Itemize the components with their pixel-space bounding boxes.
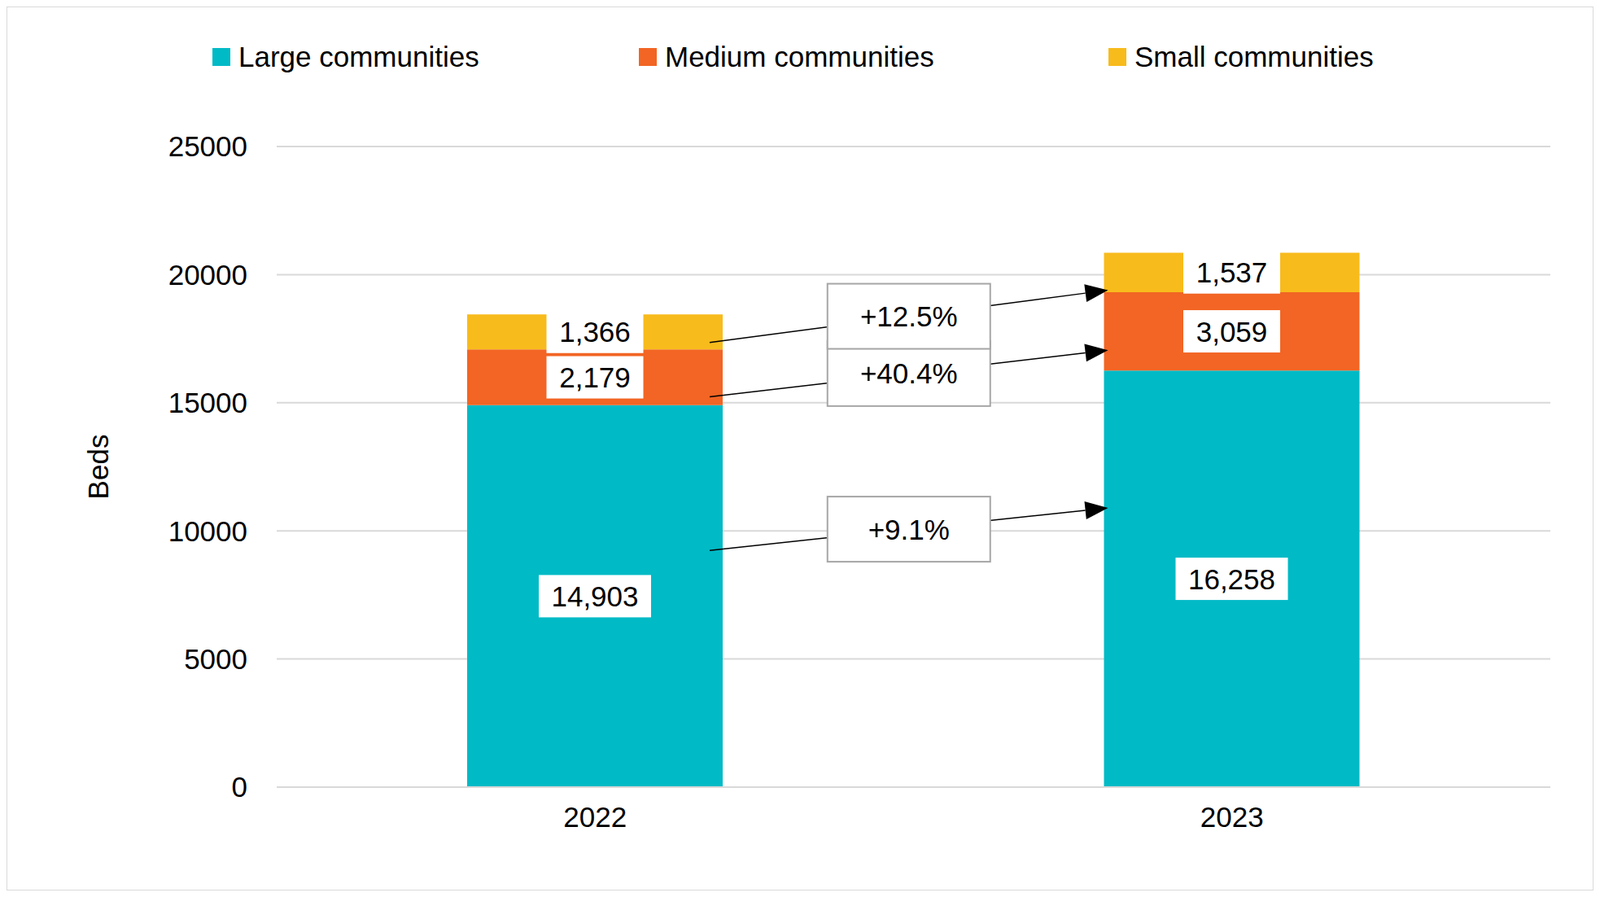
- svg-text:Beds: Beds: [82, 434, 114, 500]
- html-text:Medium communities: Medium communities: [664, 40, 935, 73]
- svg-text:5000: 5000: [183, 642, 248, 675]
- svg-text:2,179: 2,179: [559, 361, 631, 394]
- svg-text:3,059: 3,059: [1196, 315, 1268, 348]
- svg-text:+12.5%: +12.5%: [860, 300, 958, 333]
- svg-text:0: 0: [231, 770, 248, 803]
- svg-text:25000: 25000: [168, 130, 248, 162]
- svg-text:16,258: 16,258: [1188, 563, 1276, 595]
- svg-text:1,537: 1,537: [1196, 256, 1268, 289]
- svg-text:+9.1%: +9.1%: [868, 513, 950, 546]
- svg-text:1,366: 1,366: [559, 315, 631, 348]
- svg-text:+40.4%: +40.4%: [860, 357, 958, 390]
- svg-text:2022: 2022: [563, 800, 627, 833]
- html-text:Large communities: Large communities: [238, 40, 480, 73]
- svg-text:10000: 10000: [168, 515, 248, 547]
- svg-text:15000: 15000: [168, 386, 248, 419]
- svg-text:2023: 2023: [1200, 800, 1264, 833]
- svg-text:14,903: 14,903: [550, 580, 639, 613]
- html-text:Small communities: Small communities: [1134, 40, 1374, 73]
- svg-text:20000: 20000: [168, 258, 248, 291]
